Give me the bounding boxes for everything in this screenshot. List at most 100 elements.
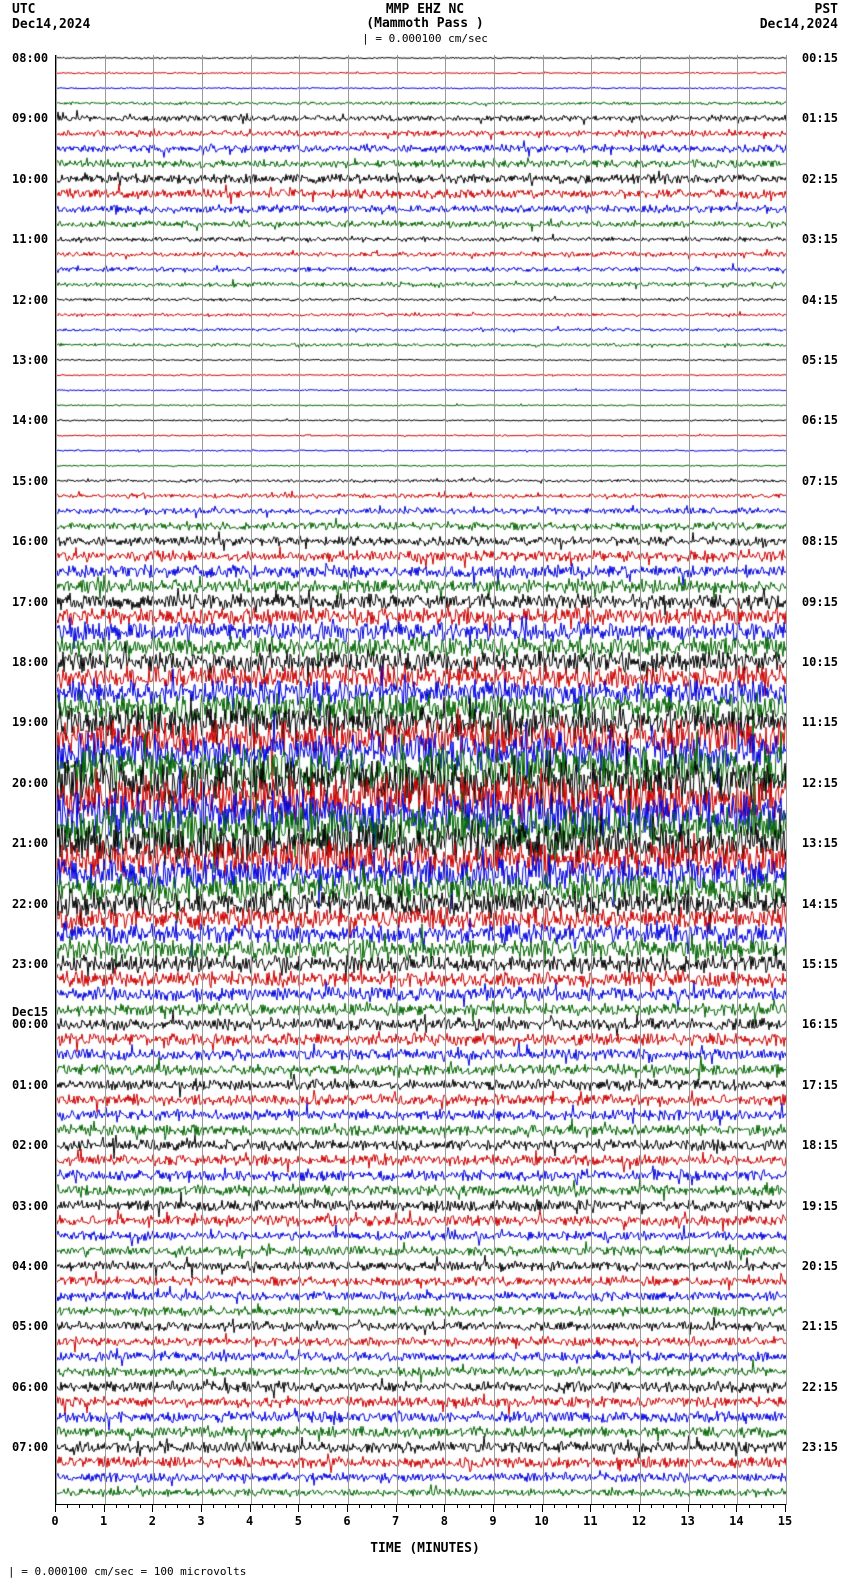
x-tick-minor [420,1504,421,1508]
utc-time-label: 05:00 [12,1319,48,1333]
pst-time-label: 07:15 [802,474,838,488]
grid-line [591,55,592,1505]
grid-line [105,55,106,1505]
x-tick-minor [457,1504,458,1508]
pst-time-label: 08:15 [802,534,838,548]
seismogram-canvas [56,55,786,1505]
x-tick-minor [530,1504,531,1508]
utc-time-label: 09:00 [12,111,48,125]
pst-time-label: 01:15 [802,111,838,125]
pst-time-label: 05:15 [802,353,838,367]
x-tick [736,1504,737,1512]
x-tick-minor [359,1504,360,1508]
x-tick [104,1504,105,1512]
grid-line [397,55,398,1505]
utc-date: Dec14,2024 [12,17,90,32]
x-tick-minor [566,1504,567,1508]
pst-time-label: 20:15 [802,1259,838,1273]
plot-area [55,55,787,1505]
x-tick-minor [481,1504,482,1508]
x-tick-minor [335,1504,336,1508]
location-title: (Mammoth Pass ) [366,16,483,31]
x-tick-minor [724,1504,725,1508]
grid-line [153,55,154,1505]
utc-time-label: 19:00 [12,715,48,729]
x-tick-label: 3 [197,1514,204,1528]
x-tick [785,1504,786,1512]
x-tick-label: 5 [295,1514,302,1528]
pst-label: PST [815,2,838,17]
x-tick-label: 14 [729,1514,743,1528]
x-tick-minor [262,1504,263,1508]
x-axis-label: TIME (MINUTES) [370,1541,480,1556]
x-tick [298,1504,299,1512]
grid-line [494,55,495,1505]
x-tick-minor [238,1504,239,1508]
grid-line [445,55,446,1505]
x-tick-minor [286,1504,287,1508]
x-tick-minor [517,1504,518,1508]
utc-time-label: 21:00 [12,836,48,850]
utc-time-label: 18:00 [12,655,48,669]
x-tick-minor [749,1504,750,1508]
pst-time-label: 11:15 [802,715,838,729]
utc-time-label: 13:00 [12,353,48,367]
utc-time-label: 20:00 [12,776,48,790]
x-tick-minor [432,1504,433,1508]
x-tick [201,1504,202,1512]
x-tick-minor [140,1504,141,1508]
grid-line [251,55,252,1505]
x-tick-minor [311,1504,312,1508]
x-tick-minor [676,1504,677,1508]
pst-time-label: 12:15 [802,776,838,790]
x-tick-label: 15 [778,1514,792,1528]
x-tick-label: 13 [680,1514,694,1528]
x-tick [590,1504,591,1512]
x-tick-label: 12 [632,1514,646,1528]
pst-time-label: 04:15 [802,293,838,307]
pst-time-label: 10:15 [802,655,838,669]
x-tick [347,1504,348,1512]
x-tick-minor [92,1504,93,1508]
pst-time-label: 06:15 [802,413,838,427]
x-tick-label: 4 [246,1514,253,1528]
pst-time-label: 14:15 [802,897,838,911]
x-tick-minor [67,1504,68,1508]
utc-time-label: 03:00 [12,1199,48,1213]
utc-time-label: 17:00 [12,595,48,609]
x-tick-minor [323,1504,324,1508]
x-tick [688,1504,689,1512]
x-tick-minor [469,1504,470,1508]
grid-line [56,55,57,1505]
footer-scale: | = 0.000100 cm/sec = 100 microvolts [8,1565,246,1578]
x-tick-minor [773,1504,774,1508]
pst-time-label: 02:15 [802,172,838,186]
x-tick-minor [554,1504,555,1508]
x-tick-label: 6 [343,1514,350,1528]
grid-line [202,55,203,1505]
x-tick-minor [712,1504,713,1508]
x-tick-minor [761,1504,762,1508]
grid-line [348,55,349,1505]
x-tick-minor [627,1504,628,1508]
x-tick-label: 1 [100,1514,107,1528]
x-tick-minor [128,1504,129,1508]
x-tick-minor [165,1504,166,1508]
pst-date: Dec14,2024 [760,17,838,32]
x-tick-minor [603,1504,604,1508]
pst-time-label: 00:15 [802,51,838,65]
pst-time-label: 09:15 [802,595,838,609]
x-tick [444,1504,445,1512]
x-tick-minor [615,1504,616,1508]
utc-time-label: 08:00 [12,51,48,65]
x-tick [55,1504,56,1512]
utc-time-label: 15:00 [12,474,48,488]
x-tick-minor [189,1504,190,1508]
utc-time-label: 04:00 [12,1259,48,1273]
pst-time-label: 23:15 [802,1440,838,1454]
utc-time-label: 07:00 [12,1440,48,1454]
x-tick-minor [505,1504,506,1508]
utc-label: UTC [12,2,35,17]
x-tick-minor [274,1504,275,1508]
utc-time-label: 10:00 [12,172,48,186]
